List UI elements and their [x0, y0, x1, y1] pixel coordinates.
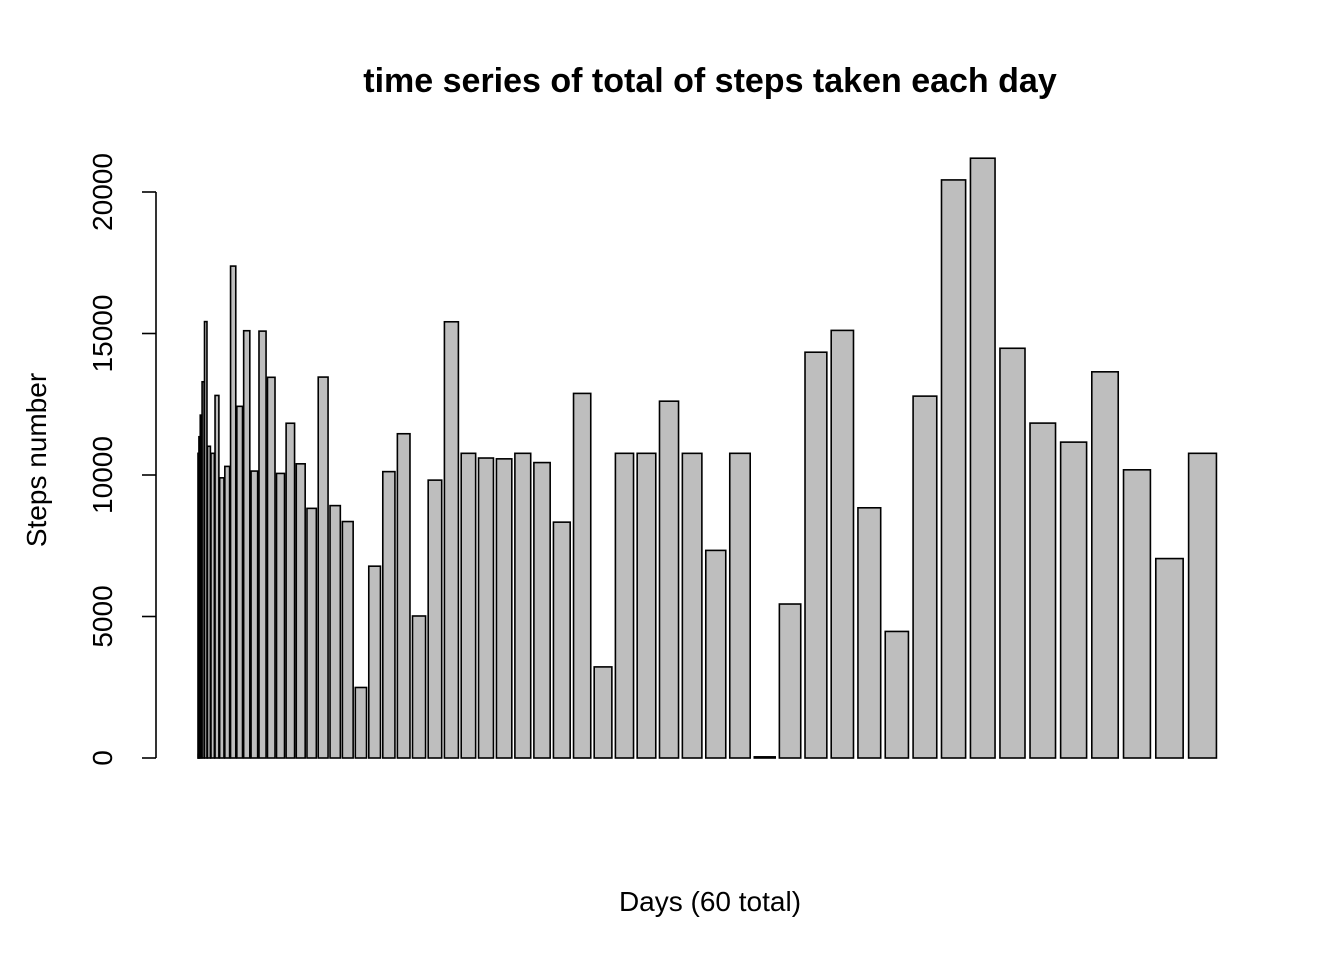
y-axis-label: Steps number	[21, 373, 52, 547]
bar-day-21	[306, 507, 318, 759]
bar-day-14	[242, 329, 251, 759]
bar-day-41	[636, 452, 657, 759]
bar-day-51	[884, 630, 910, 759]
bar-day-29	[411, 615, 427, 759]
y-tick-label: 0	[87, 750, 118, 766]
bar-day-20	[295, 463, 306, 759]
bar-day-7	[206, 445, 212, 759]
bar-day-53	[940, 179, 967, 759]
bar-day-57	[1059, 441, 1088, 759]
bar-day-16	[258, 330, 267, 759]
bar-day-22	[317, 376, 329, 759]
bar-day-33	[477, 457, 495, 759]
bar-day-13	[236, 405, 244, 759]
bar-day-32	[460, 452, 477, 759]
bar-day-11	[224, 465, 231, 759]
bar-day-44	[704, 549, 727, 759]
bar-day-54	[969, 157, 996, 759]
bar-day-49	[830, 329, 855, 759]
bar-day-42	[658, 400, 680, 759]
bar-day-30	[427, 479, 443, 759]
bar-day-9	[214, 394, 220, 759]
y-tick-label: 15000	[87, 295, 118, 373]
bars-group	[197, 157, 1218, 759]
bar-day-36	[533, 461, 551, 759]
bar-day-10	[218, 477, 225, 759]
bar-day-18	[275, 472, 286, 759]
bar-day-28	[396, 432, 411, 759]
bar-day-58	[1091, 371, 1120, 759]
bar-day-31	[443, 320, 460, 759]
bar-day-55	[999, 347, 1026, 759]
bar-day-24	[341, 520, 354, 759]
bar-day-26	[367, 565, 382, 759]
bar-day-37	[552, 521, 571, 759]
bar-day-47	[778, 603, 802, 759]
bar-day-6	[203, 320, 208, 759]
chart-title: time series of total of steps taken each…	[363, 62, 1057, 100]
bar-day-56	[1029, 422, 1057, 759]
y-tick-label: 20000	[87, 153, 118, 231]
bar-day-38	[572, 392, 592, 759]
bar-day-50	[857, 506, 882, 759]
bar-day-15	[250, 470, 259, 759]
bar-day-17	[266, 376, 276, 759]
bar-day-46	[753, 756, 776, 759]
bar-day-61	[1187, 452, 1218, 759]
y-tick-label: 10000	[87, 436, 118, 514]
bar-day-34	[495, 458, 513, 759]
bar-day-39	[593, 666, 613, 759]
bar-day-27	[381, 470, 396, 759]
bar-day-60	[1154, 557, 1184, 759]
bar-day-40	[614, 452, 635, 759]
bar-day-45	[728, 452, 752, 759]
bar-day-19	[285, 422, 296, 759]
x-axis-label: Days (60 total)	[619, 886, 801, 917]
y-tick-label: 5000	[87, 585, 118, 647]
bar-day-12	[229, 265, 237, 759]
bar-day-25	[354, 686, 368, 759]
bar-day-8	[210, 452, 216, 759]
y-axis: 0 5000 10000 15000 20000	[87, 153, 157, 766]
bar-day-48	[804, 351, 828, 759]
bar-day-35	[514, 452, 532, 759]
bar-day-23	[329, 504, 342, 759]
bar-day-59	[1122, 469, 1152, 759]
bar-day-52	[912, 395, 938, 759]
bar-day-43	[681, 452, 703, 759]
